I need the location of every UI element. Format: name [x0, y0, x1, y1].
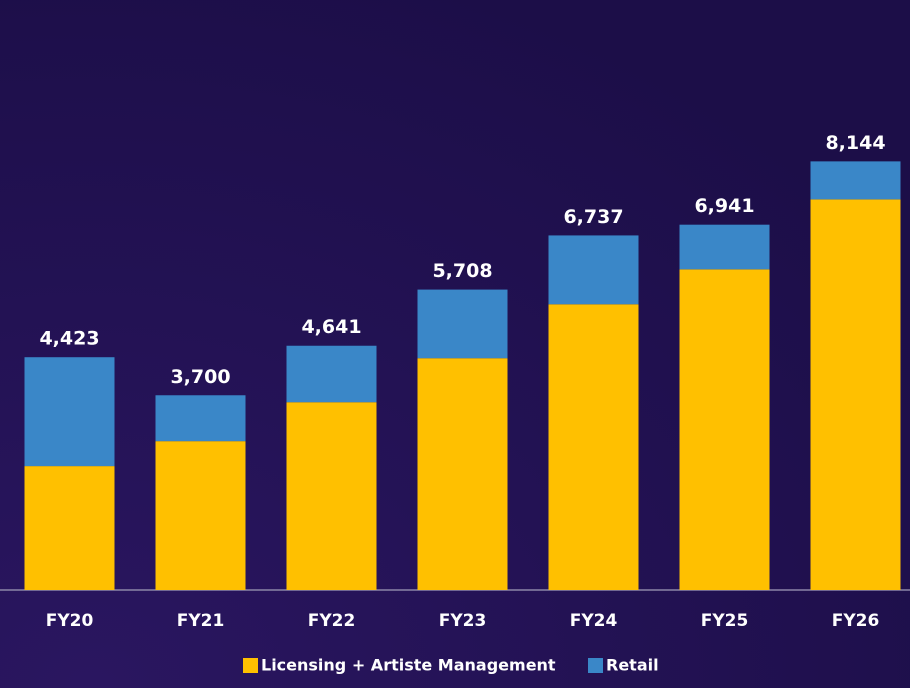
total-label: 6,941 — [694, 195, 754, 217]
bar-segment — [810, 199, 901, 591]
bar-segment — [679, 224, 770, 270]
total-label: 5,708 — [432, 260, 492, 282]
x-tick-label: FY21 — [177, 611, 225, 631]
bar-segment — [810, 161, 901, 200]
bar-segment — [286, 402, 377, 590]
bar-segment — [679, 269, 770, 590]
legend-swatch — [243, 658, 258, 673]
bar-segment — [417, 289, 508, 359]
bar-segment — [417, 358, 508, 590]
bar-segment — [548, 235, 639, 305]
x-tick-label: FY23 — [439, 611, 487, 631]
bar-segment — [286, 345, 377, 403]
x-tick-label: FY26 — [832, 611, 880, 631]
bar-segment — [155, 395, 246, 442]
x-tick-label: FY22 — [308, 611, 356, 631]
total-label: 4,423 — [39, 328, 99, 350]
legend-label: Retail — [606, 656, 659, 675]
legend-swatch — [588, 658, 603, 673]
x-tick-label: FY25 — [701, 611, 749, 631]
x-tick-label: FY20 — [46, 611, 94, 631]
bar-segment — [24, 357, 115, 467]
legend-label: Licensing + Artiste Management — [261, 656, 556, 675]
total-label: 8,144 — [825, 132, 885, 154]
total-label: 3,700 — [170, 366, 230, 388]
bar-segment — [155, 441, 246, 590]
x-tick-label: FY24 — [570, 611, 618, 631]
bar-segment — [548, 304, 639, 590]
bar-segment — [24, 466, 115, 590]
total-label: 6,737 — [563, 206, 623, 228]
total-label: 4,641 — [301, 316, 361, 338]
